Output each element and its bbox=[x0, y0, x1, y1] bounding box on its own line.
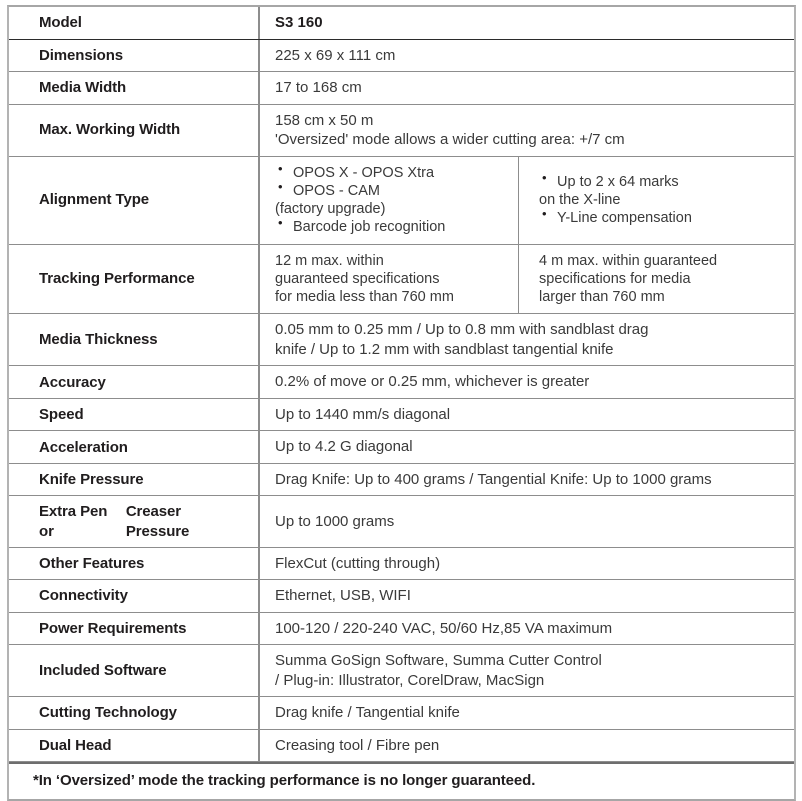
table-row: Media Thickness 0.05 mm to 0.25 mm / Up t… bbox=[9, 314, 794, 367]
value-text: 12 m max. within guaranteed specification… bbox=[275, 252, 454, 307]
row-label-line: Extra Pen or bbox=[39, 503, 108, 540]
value-line: / Plug-in: Illustrator, CorelDraw, MacSi… bbox=[275, 671, 545, 689]
table-row: Media Width 17 to 168 cm bbox=[9, 72, 794, 105]
row-label: Included Software bbox=[9, 645, 260, 697]
row-value: Summa GoSign Software, Summa Cutter Cont… bbox=[260, 645, 794, 696]
value-line: 4 m max. within guaranteed bbox=[539, 252, 718, 269]
value-line: guaranteed specifications bbox=[275, 270, 440, 287]
row-value: Creasing tool / Fibre pen bbox=[275, 736, 440, 754]
value-line: specifications for media bbox=[539, 270, 691, 287]
row-value: Up to 1440 mm/s diagonal bbox=[275, 405, 451, 423]
table-row: Tracking Performance 12 m max. within guar… bbox=[9, 244, 794, 315]
bullet-item: OPOS - CAM bbox=[275, 179, 445, 200]
row-value: Up to 4.2 G diagonal bbox=[275, 438, 413, 456]
table-row: Included Software Summa GoSign Software, … bbox=[9, 645, 794, 698]
row-value: FlexCut (cutting through) bbox=[275, 554, 441, 572]
value-line: knife / Up to 1.2 mm with sandblast tang… bbox=[275, 340, 614, 358]
value-line: 'Oversized' mode allows a wider cutting … bbox=[275, 131, 625, 148]
row-label: Accuracy bbox=[9, 366, 260, 398]
bullet-list: OPOS X - OPOS XtraOPOS - CAM(factory upg… bbox=[275, 160, 445, 237]
value-text: Summa GoSign Software, Summa Cutter Cont… bbox=[275, 651, 602, 690]
row-label: Dual Head bbox=[9, 729, 260, 762]
split-value-group: OPOS X - OPOS XtraOPOS - CAM(factory upg… bbox=[260, 156, 794, 244]
row-value: S3 160 bbox=[275, 14, 323, 31]
table-row: Speed Up to 1440 mm/s diagonal bbox=[9, 398, 794, 432]
row-value: 225 x 69 x 111 cm bbox=[275, 46, 396, 64]
bullet-item: OPOS X - OPOS Xtra bbox=[275, 160, 445, 182]
row-label: Other Features bbox=[9, 547, 260, 580]
row-label: Media Thickness bbox=[9, 314, 260, 366]
bullet-item: Barcode job recognition bbox=[275, 215, 445, 236]
value-text: 158 cm x 50 m 'Oversized' mode allows a w… bbox=[275, 111, 625, 150]
table-row: Extra Pen or Creaser Pressure Up to 1000 g… bbox=[9, 496, 794, 548]
row-label: Power Requirements bbox=[9, 612, 260, 645]
table-row: Model S3 160 bbox=[9, 7, 794, 40]
row-label: Max. Working Width bbox=[9, 104, 260, 156]
bullet-continuation: on the X-line bbox=[539, 191, 621, 208]
value-line: 158 cm x 50 m bbox=[275, 111, 374, 129]
row-value-left: 12 m max. within guaranteed specification… bbox=[260, 244, 519, 314]
row-value: Drag Knife: Up to 400 grams / Tangential… bbox=[275, 470, 712, 488]
bullet-continuation: (factory upgrade) bbox=[275, 201, 386, 218]
row-label: Model bbox=[9, 7, 260, 39]
row-label: Cutting Technology bbox=[9, 697, 260, 729]
row-label: Tracking Performance bbox=[9, 244, 260, 314]
table-row: Dimensions 225 x 69 x 111 cm bbox=[9, 39, 794, 72]
bullet-item: Y-Line compensation bbox=[539, 206, 692, 227]
value-text: 0.05 mm to 0.25 mm / Up to 0.8 mm with s… bbox=[275, 320, 649, 359]
row-value: 100-120 / 220-240 VAC, 50/60 Hz,85 VA ma… bbox=[275, 619, 613, 637]
footnote-text: *In ‘Oversized’ mode the tracking perfor… bbox=[33, 772, 536, 790]
row-label: Acceleration bbox=[9, 431, 260, 463]
value-line: for media less than 760 mm bbox=[275, 289, 454, 306]
value-line: Summa GoSign Software, Summa Cutter Cont… bbox=[275, 652, 602, 670]
row-value-left: OPOS X - OPOS XtraOPOS - CAM(factory upg… bbox=[260, 156, 519, 244]
value-text: 4 m max. within guaranteed specifications… bbox=[539, 252, 717, 307]
specifications-table: Model S3 160 Dimensions 225 x 69 x 111 cm Me… bbox=[7, 5, 796, 801]
footnote-row: *In ‘Oversized’ mode the tracking perfor… bbox=[9, 762, 794, 799]
row-value: 17 to 168 cm bbox=[275, 79, 362, 96]
bullet-item: Up to 2 x 64 marks bbox=[539, 170, 692, 191]
value-line: 0.05 mm to 0.25 mm / Up to 0.8 mm with s… bbox=[275, 321, 649, 339]
value-line: larger than 760 mm bbox=[539, 289, 665, 306]
row-label: Dimensions bbox=[9, 39, 260, 71]
table-row: Dual Head Creasing tool / Fibre pen bbox=[9, 729, 794, 763]
row-value: Up to 1000 grams bbox=[275, 512, 395, 530]
table-row: Knife Pressure Drag Knife: Up to 400 gram… bbox=[9, 463, 794, 497]
row-label: Extra Pen or Creaser Pressure bbox=[9, 496, 260, 547]
row-label: Knife Pressure bbox=[9, 463, 260, 496]
row-value: 0.2% of move or 0.25 mm, whichever is gr… bbox=[275, 373, 590, 391]
row-label: Media Width bbox=[9, 72, 260, 104]
value-line: 12 m max. within bbox=[275, 252, 384, 269]
row-value: 158 cm x 50 m 'Oversized' mode allows a w… bbox=[260, 105, 794, 156]
row-value: 0.05 mm to 0.25 mm / Up to 0.8 mm with s… bbox=[260, 314, 794, 365]
row-value: Ethernet, USB, WIFI bbox=[275, 587, 411, 605]
row-label: Connectivity bbox=[9, 580, 260, 612]
table-row: Power Requirements 100-120 / 220-240 VAC,… bbox=[9, 612, 794, 646]
table-row: Accuracy 0.2% of move or 0.25 mm, whichev… bbox=[9, 366, 794, 399]
row-label: Alignment Type bbox=[9, 156, 260, 244]
table-row: Acceleration Up to 4.2 G diagonal bbox=[9, 431, 794, 464]
table-row: Alignment TypeOPOS X - OPOS XtraOPOS - C… bbox=[9, 156, 794, 245]
row-label: Speed bbox=[9, 398, 260, 431]
split-value-group: 12 m max. within guaranteed specification… bbox=[260, 244, 794, 314]
row-value: Drag knife / Tangential knife bbox=[275, 704, 460, 722]
table-row: Cutting Technology Drag knife / Tangentia… bbox=[9, 697, 794, 730]
row-value-right: 4 m max. within guaranteed specifications… bbox=[519, 245, 794, 314]
table-row: Connectivity Ethernet, USB, WIFI bbox=[9, 580, 794, 613]
table-row: Other Features FlexCut (cutting through) bbox=[9, 547, 794, 581]
table-row: Max. Working Width 158 cm x 50 m 'Oversize… bbox=[9, 104, 794, 157]
row-label-line: Creaser Pressure bbox=[125, 503, 190, 540]
